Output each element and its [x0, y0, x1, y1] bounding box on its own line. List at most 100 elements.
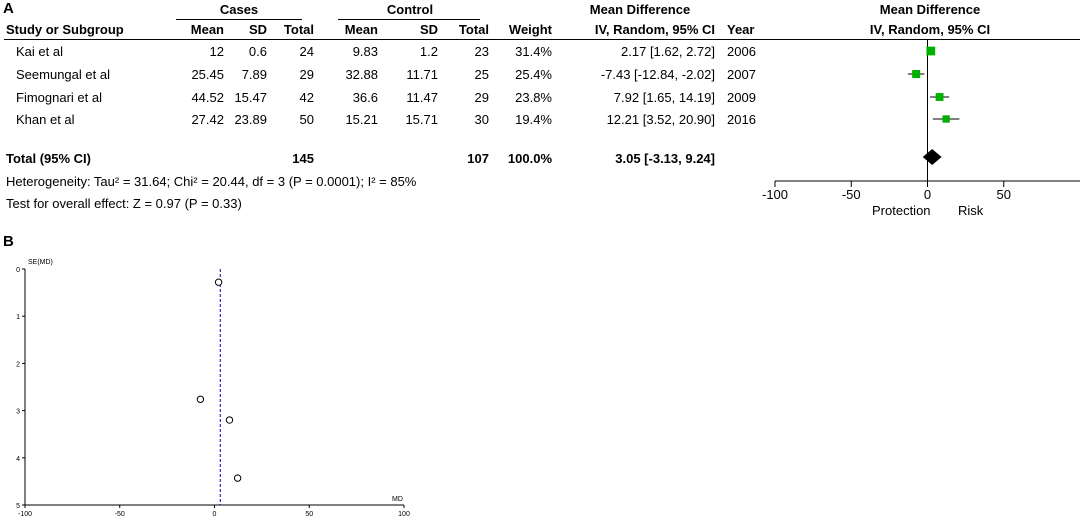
control-underline [338, 19, 480, 20]
control-group-header: Control [386, 2, 434, 17]
funnel-x-axis-label: MD [392, 496, 403, 503]
row-control-mean: 32.88 [345, 67, 378, 82]
col-header-study: Study or Subgroup [6, 22, 124, 37]
row-control-sd: 11.47 [406, 90, 438, 105]
row-control-total: 30 [474, 112, 489, 127]
row-control-total: 25 [474, 67, 489, 82]
funnel-x-tick-label: 100 [398, 511, 410, 518]
row-control-total: 29 [474, 90, 489, 105]
study-effect-square [912, 69, 921, 79]
col-header-plot: IV, Random, 95% CI [869, 22, 991, 37]
md-group-header: Mean Difference [589, 2, 691, 17]
total-label: Total (95% CI) [6, 151, 91, 166]
total-weight: 100.0% [507, 151, 552, 166]
funnel-points [196, 278, 242, 482]
funnel-plot: SE(MD) MD 0 1 2 3 4 5 -100 -50 0 50 100 [16, 259, 410, 518]
funnel-x-tick-label: 0 [213, 511, 217, 518]
row-control-total: 23 [474, 44, 489, 59]
row-study: Seemungal et al [16, 67, 110, 82]
funnel-y-tick-label: 0 [16, 267, 20, 274]
col-header-weight: Weight [508, 22, 552, 37]
col-header-year: Year [727, 22, 755, 37]
row-md: 7.92 [1.65, 14.19] [613, 90, 715, 105]
col-header-cases-sd: SD [248, 22, 267, 37]
row-cases-total: 29 [299, 67, 314, 82]
row-weight: 31.4% [515, 44, 552, 59]
row-md: 12.21 [3.52, 20.90] [606, 112, 715, 127]
funnel-x-tick-label: -100 [18, 511, 32, 518]
total-control: 107 [467, 151, 489, 166]
row-cases-sd: 15.47 [234, 90, 267, 105]
funnel-y-tick-label: 5 [16, 503, 20, 510]
row-md: -7.43 [-12.84, -2.02] [600, 67, 715, 82]
forest-plot: -100 -50 0 50 [762, 40, 1080, 200]
favours-left-label: Protection [872, 203, 931, 218]
col-header-control-sd: SD [419, 22, 438, 37]
row-control-sd: 1.2 [419, 44, 438, 59]
row-study: Fimognari et al [16, 90, 102, 105]
panel-a-label: A [3, 0, 14, 17]
heterogeneity-text: Heterogeneity: Tau² = 31.64; Chi² = 20.4… [6, 174, 417, 189]
col-header-md: IV, Random, 95% CI [594, 22, 715, 37]
row-weight: 19.4% [515, 112, 552, 127]
row-cases-sd: 7.89 [241, 67, 267, 82]
row-cases-mean: 44.52 [191, 90, 224, 105]
col-header-control-mean: Mean [344, 22, 378, 37]
row-control-sd: 15.71 [405, 112, 438, 127]
row-cases-mean: 12 [209, 44, 224, 59]
row-weight: 25.4% [515, 67, 552, 82]
funnel-point [196, 395, 205, 403]
row-cases-total: 24 [299, 44, 314, 59]
total-cases: 145 [292, 151, 314, 166]
overall-effect-text: Test for overall effect: Z = 0.97 (P = 0… [6, 196, 242, 211]
forest-tick-label: 50 [997, 187, 1011, 200]
plot-group-header: Mean Difference [879, 2, 981, 17]
cases-group-header: Cases [219, 2, 259, 17]
row-cases-total: 42 [299, 90, 314, 105]
plot-header-rule [774, 39, 1080, 40]
total-md: 3.05 [-3.13, 9.24] [615, 151, 715, 166]
funnel-point [214, 278, 223, 286]
funnel-x-tick-label: 50 [305, 511, 313, 518]
forest-tick-label: 0 [924, 187, 931, 200]
funnel-point [225, 416, 234, 424]
row-year: 2006 [727, 44, 756, 59]
row-cases-mean: 27.42 [191, 112, 224, 127]
study-effect-square [926, 46, 936, 56]
funnel-y-tick-label: 4 [16, 456, 20, 463]
forest-x-ticks: -100 -50 0 50 [762, 181, 1011, 200]
forest-tick-label: -50 [842, 187, 861, 200]
funnel-x-ticks: -100 -50 0 50 100 [18, 505, 410, 518]
funnel-y-tick-label: 3 [16, 409, 20, 416]
forest-tick-label: -100 [762, 187, 788, 200]
row-cases-total: 50 [299, 112, 314, 127]
funnel-point [233, 474, 242, 482]
funnel-y-axis-label: SE(MD) [28, 259, 53, 266]
row-control-mean: 15.21 [345, 112, 378, 127]
row-control-sd: 11.71 [406, 67, 438, 82]
forest-study-marks [907, 46, 960, 123]
funnel-x-tick-label: -50 [115, 511, 125, 518]
row-weight: 23.8% [515, 90, 552, 105]
panel-b-label: B [3, 233, 14, 250]
row-cases-sd: 0.6 [248, 44, 267, 59]
row-cases-mean: 25.45 [191, 67, 224, 82]
row-year: 2016 [727, 112, 756, 127]
row-study: Kai et al [16, 44, 63, 59]
cases-underline [176, 19, 302, 20]
row-year: 2009 [727, 90, 756, 105]
study-effect-square [942, 115, 950, 123]
pooled-estimate-diamond [922, 149, 942, 165]
col-header-control-total: Total [458, 22, 489, 37]
col-header-cases-mean: Mean [190, 22, 224, 37]
study-effect-square [935, 93, 944, 101]
row-study: Khan et al [16, 112, 75, 127]
row-cases-sd: 23.89 [234, 112, 267, 127]
favours-right-label: Risk [958, 203, 984, 218]
header-rule [4, 39, 774, 40]
funnel-y-ticks: 0 1 2 3 4 5 [16, 267, 25, 510]
row-year: 2007 [727, 67, 756, 82]
col-header-cases-total: Total [283, 22, 314, 37]
row-control-mean: 36.6 [352, 90, 378, 105]
row-control-mean: 9.83 [352, 44, 378, 59]
